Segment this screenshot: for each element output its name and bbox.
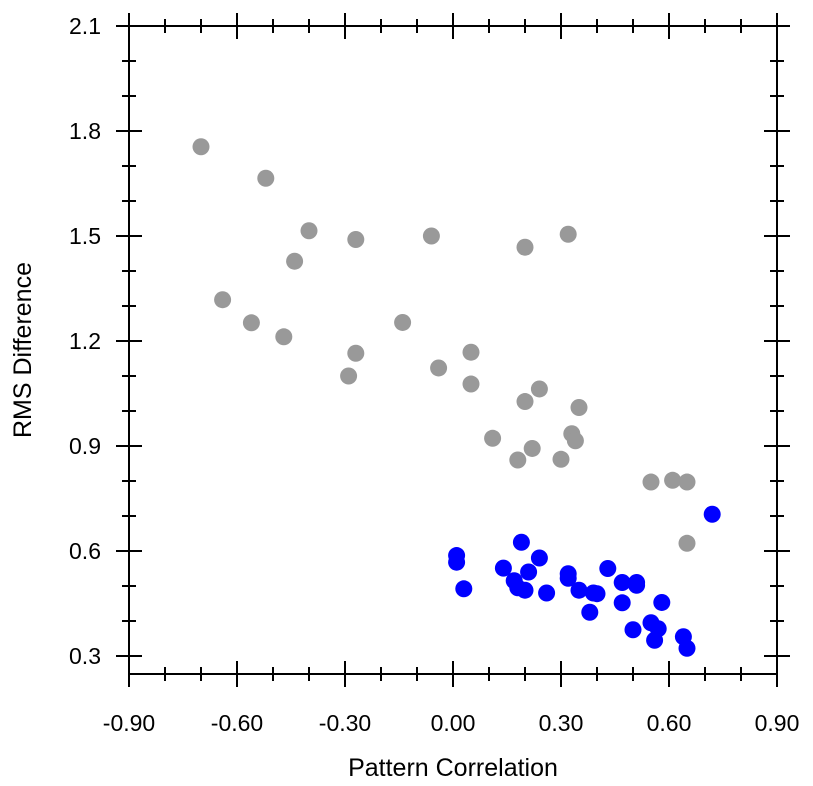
data-point [430, 359, 448, 377]
data-point [347, 231, 365, 248]
axis-ticks [116, 13, 790, 687]
data-point [462, 343, 480, 361]
data-point [530, 549, 548, 567]
x-tick-label: -0.60 [211, 710, 263, 736]
data-point [516, 238, 534, 256]
data-points [192, 138, 721, 657]
data-point [628, 576, 646, 594]
data-point [192, 138, 210, 156]
data-point [703, 505, 721, 523]
data-point [516, 581, 534, 599]
data-point [588, 585, 606, 603]
data-point [300, 222, 318, 240]
data-point [570, 581, 588, 599]
x-axis-title: Pattern Correlation [348, 754, 558, 782]
y-axis-title: RMS Difference [9, 262, 37, 438]
x-tick-label: -0.90 [103, 710, 155, 736]
data-point [516, 393, 534, 411]
data-point [581, 603, 599, 621]
data-point [462, 375, 480, 393]
data-point [509, 451, 527, 469]
data-point [484, 429, 502, 447]
data-point [422, 227, 440, 245]
data-point [642, 473, 660, 491]
data-point [678, 534, 696, 552]
data-point [242, 314, 260, 332]
data-point [347, 344, 365, 362]
data-point [678, 639, 696, 657]
x-tick-label: 0.90 [755, 710, 800, 736]
data-point [520, 563, 538, 581]
plot-frame [128, 25, 778, 675]
data-point [678, 473, 696, 491]
y-tick-label: 1.5 [69, 223, 101, 249]
data-point [646, 631, 664, 649]
data-point [538, 584, 556, 602]
data-point [214, 291, 232, 309]
data-point [455, 580, 473, 598]
data-point [559, 225, 577, 243]
axis-tick-labels: -0.90 -0.60 -0.30 0.00 0.30 0.60 0.90 0.3 0.6 0.9… [69, 13, 799, 736]
data-point [530, 380, 548, 398]
data-point [494, 559, 512, 577]
data-point [394, 313, 412, 331]
data-point [523, 439, 541, 457]
data-point [448, 553, 466, 571]
data-point [286, 252, 304, 270]
data-point [570, 399, 588, 416]
y-tick-label: 0.9 [69, 433, 101, 459]
y-tick-label: 1.8 [69, 118, 101, 144]
data-point [613, 574, 631, 591]
data-point [624, 621, 642, 639]
data-point [559, 569, 577, 587]
data-point [275, 328, 293, 346]
x-tick-label: 0.30 [539, 710, 584, 736]
data-point [566, 432, 584, 450]
data-point [552, 450, 570, 468]
x-tick-label: 0.00 [431, 710, 476, 736]
y-tick-label: 2.1 [69, 13, 101, 39]
x-tick-label: 0.60 [647, 710, 692, 736]
data-point [512, 533, 530, 551]
data-point [599, 560, 617, 577]
y-tick-label: 0.3 [69, 643, 101, 669]
data-point [257, 169, 275, 187]
data-point [653, 593, 671, 611]
data-point [613, 594, 631, 612]
y-tick-label: 1.2 [69, 328, 101, 354]
y-tick-label: 0.6 [69, 538, 101, 564]
x-tick-label: -0.30 [319, 710, 371, 736]
data-point [664, 471, 682, 489]
data-point [340, 367, 358, 385]
